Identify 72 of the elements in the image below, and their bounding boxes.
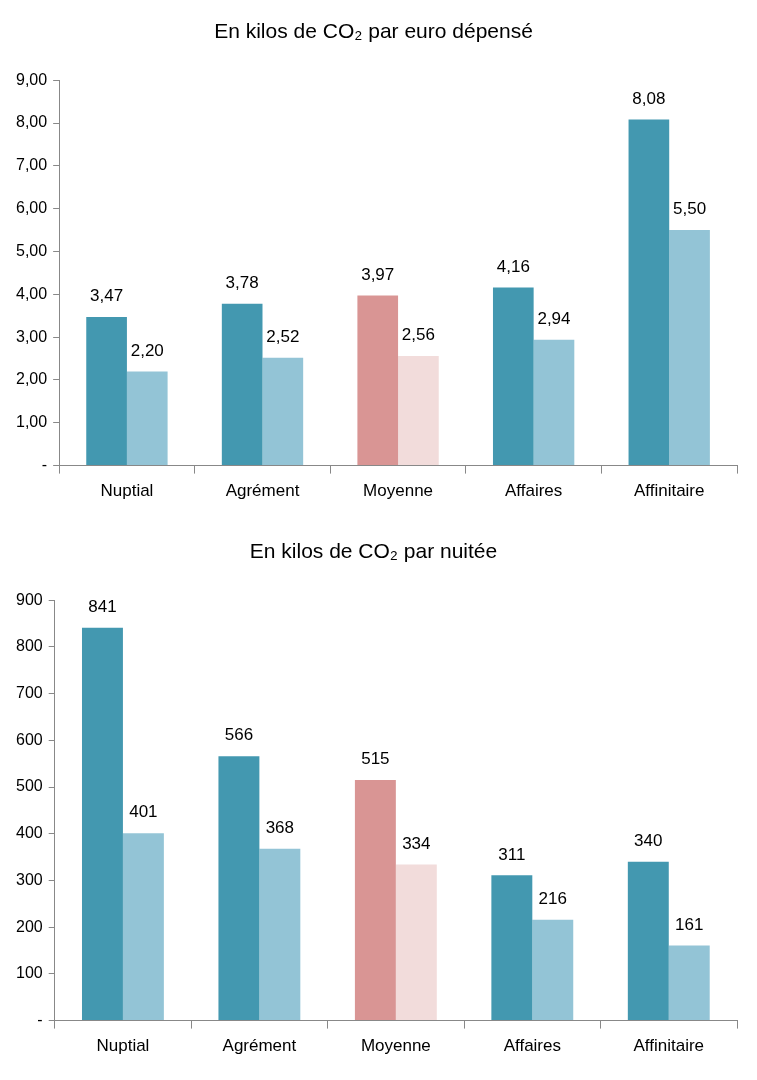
bar: [492, 287, 534, 466]
bar: [532, 919, 574, 1021]
data-label: 216: [538, 888, 567, 908]
bar: [86, 317, 127, 466]
data-label: 2,52: [266, 326, 300, 346]
y-tick-label: 6,00: [16, 199, 48, 217]
bar: [627, 861, 669, 1021]
data-label: 2,20: [130, 340, 164, 360]
data-label: 4,16: [496, 256, 530, 276]
data-label: 334: [402, 833, 431, 853]
data-label: 3,78: [225, 272, 259, 292]
bar: [398, 355, 439, 466]
y-tick-label: 4,00: [16, 284, 48, 302]
bar: [669, 230, 710, 466]
y-tick-label: -: [41, 456, 48, 474]
x-tick-label: Affaires: [504, 481, 563, 501]
y-tick-label: 8,00: [16, 113, 48, 131]
data-label: 515: [361, 749, 390, 769]
bar: [81, 627, 123, 1021]
y-tick-label: 3,00: [16, 327, 48, 345]
chart-title: En kilos de CO₂ par nuitée: [249, 539, 498, 563]
bar: [126, 371, 168, 466]
y-tick-label: 500: [15, 777, 43, 795]
data-label: 2,56: [401, 325, 435, 345]
y-tick-label: 800: [15, 637, 43, 655]
chart-title: En kilos de CO₂ par euro dépensé: [214, 19, 533, 43]
y-tick-label: 400: [15, 824, 43, 842]
data-label: 841: [88, 596, 117, 616]
y-tick-label: 7,00: [16, 156, 48, 174]
x-tick-label: Nuptial: [100, 481, 154, 501]
y-tick-label: 100: [15, 964, 43, 982]
y-tick-label: 9,00: [16, 70, 48, 88]
bar: [259, 848, 301, 1021]
x-tick-label: Moyenne: [360, 1036, 431, 1056]
y-tick-label: 1,00: [16, 413, 48, 431]
data-label: 161: [675, 914, 704, 934]
bar: [357, 295, 399, 466]
x-tick-label: Affinitaire: [633, 481, 705, 501]
data-label: 401: [129, 802, 158, 822]
y-tick-label: 2,00: [16, 370, 48, 388]
bar: [221, 303, 263, 466]
data-label: 311: [498, 844, 526, 864]
bar: [354, 780, 396, 1021]
data-label: 340: [634, 830, 663, 850]
y-tick-label: 300: [15, 870, 43, 888]
y-tick-label: 200: [15, 917, 43, 935]
y-tick-label: -: [37, 1011, 43, 1029]
data-label: 2,94: [537, 308, 571, 328]
data-label: 3,47: [90, 286, 124, 306]
bar: [262, 357, 304, 466]
data-label: 5,50: [673, 199, 707, 219]
data-label: 8,08: [632, 88, 666, 108]
bar: [122, 833, 164, 1021]
y-tick-label: 700: [15, 684, 43, 702]
bar: [491, 875, 533, 1021]
bar: [218, 756, 260, 1021]
bar: [533, 339, 575, 466]
x-tick-label: Agrément: [225, 481, 300, 501]
y-tick-label: 5,00: [16, 241, 48, 259]
data-label: 368: [265, 817, 295, 837]
bar: [395, 864, 437, 1021]
y-tick-label: 600: [15, 730, 43, 748]
data-label: 3,97: [361, 264, 395, 284]
bar: [668, 945, 710, 1021]
x-tick-label: Affinitaire: [633, 1036, 705, 1056]
x-tick-label: Moyenne: [363, 481, 434, 501]
x-tick-label: Affaires: [503, 1036, 561, 1056]
y-tick-label: 900: [15, 590, 43, 608]
data-label: 566: [224, 725, 254, 745]
bar: [628, 119, 670, 466]
x-tick-label: Nuptial: [96, 1036, 150, 1056]
x-tick-label: Agrément: [222, 1036, 297, 1056]
